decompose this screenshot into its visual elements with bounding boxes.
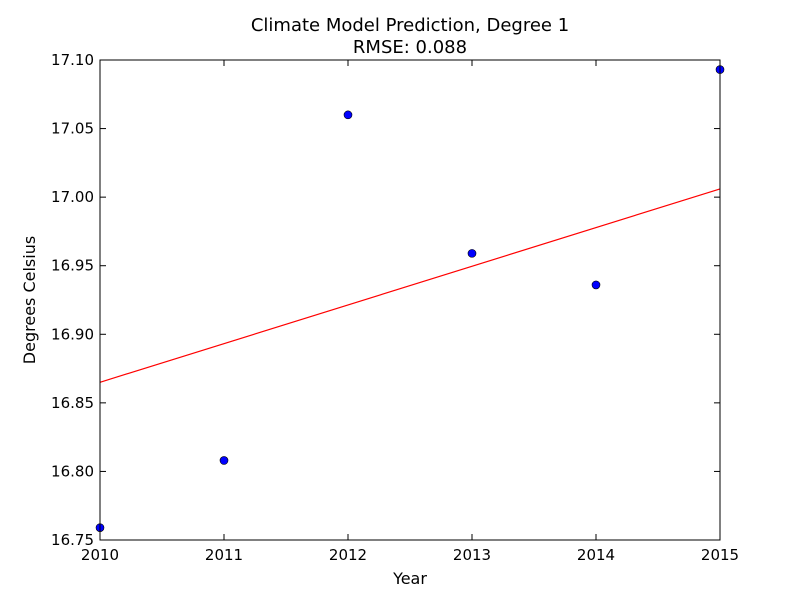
data-point	[591, 280, 601, 290]
plot-frame	[99, 59, 721, 541]
data-point	[343, 110, 353, 120]
chart-title: Climate Model Prediction, Degree 1	[251, 15, 569, 36]
fit-line	[99, 188, 721, 383]
x-tick-label: 2014	[577, 546, 615, 564]
x-axis-label: Year	[392, 569, 427, 588]
y-tick-label: 16.75	[51, 531, 94, 549]
y-tick-label: 16.90	[51, 325, 94, 343]
y-tick-label: 17.10	[51, 51, 94, 69]
chart-subtitle: RMSE: 0.088	[353, 37, 467, 58]
x-tick-label: 2015	[701, 546, 739, 564]
y-tick-label: 16.95	[51, 257, 94, 275]
x-tick-label: 2012	[329, 546, 367, 564]
x-tick-label: 2011	[205, 546, 243, 564]
plot-area: 2010 2011 2012 2013 2014 2015 16.75 16.80 16.85 1…	[51, 51, 739, 564]
y-tick-label: 16.85	[51, 394, 94, 412]
y-tick-label: 17.05	[51, 120, 94, 138]
x-tick-label: 2010	[81, 546, 119, 564]
x-tick-label: 2013	[453, 546, 491, 564]
data-point	[467, 249, 477, 258]
data-point	[219, 456, 229, 465]
y-tick-label: 16.80	[51, 462, 94, 480]
y-tick-label: 17.00	[51, 188, 94, 206]
y-axis-label: Degrees Celsius	[20, 236, 39, 364]
